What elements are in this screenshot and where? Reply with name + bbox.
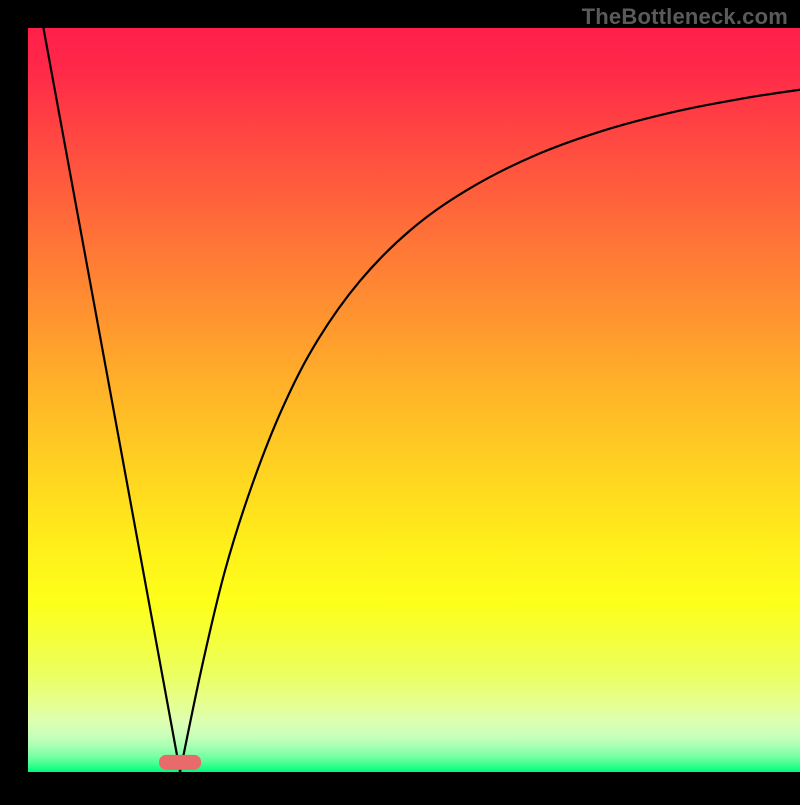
bottleneck-chart: TheBottleneck.com [0,0,800,800]
chart-svg [0,0,800,800]
watermark-text: TheBottleneck.com [582,4,788,30]
plot-background [28,28,800,772]
optimal-marker [159,755,201,770]
